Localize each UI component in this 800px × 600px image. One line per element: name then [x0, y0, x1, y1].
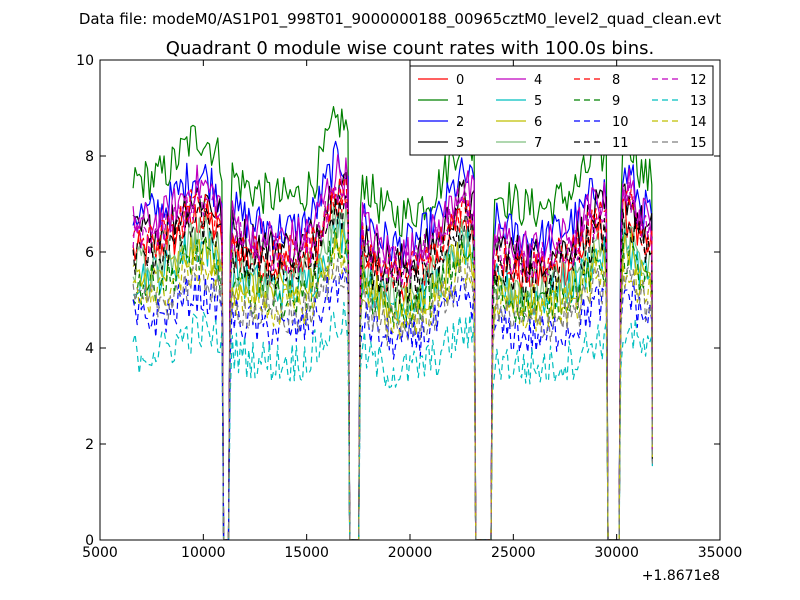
x-axis-offset-label: +1.8671e8 — [642, 568, 720, 584]
plot-lines — [132, 106, 653, 540]
x-tick-label: 25000 — [491, 545, 536, 561]
legend-label-10: 10 — [612, 115, 629, 130]
x-tick-label: 20000 — [388, 545, 433, 561]
series-line-9 — [132, 227, 653, 540]
y-tick-label: 0 — [85, 533, 94, 549]
series-line-11 — [132, 195, 653, 540]
legend-label-8: 8 — [612, 73, 620, 88]
y-tick-label: 8 — [85, 149, 94, 165]
x-tick-label: 30000 — [594, 545, 639, 561]
axis-ticks: 5000 10000 15000 20000 25000 30000 35000 0 2 4 6 8 1… — [76, 53, 742, 561]
series-line-2 — [132, 140, 653, 540]
x-tick-label: 10000 — [181, 545, 226, 561]
legend-label-13: 13 — [690, 94, 707, 109]
legend-label-15: 15 — [690, 136, 707, 151]
legend-label-1: 1 — [456, 94, 464, 109]
legend-label-14: 14 — [690, 115, 707, 130]
y-tick-label: 4 — [85, 341, 94, 357]
y-tick-label: 2 — [85, 437, 94, 453]
legend-label-7: 7 — [534, 136, 542, 151]
x-tick-label: 5000 — [82, 545, 118, 561]
series-line-15 — [132, 254, 653, 540]
legend-box — [409, 65, 714, 156]
legend-label-6: 6 — [534, 115, 542, 130]
chart-title: Quadrant 0 module wise count rates with … — [166, 38, 655, 59]
series-line-10 — [132, 267, 653, 540]
series-line-0 — [132, 188, 653, 540]
legend-label-5: 5 — [534, 94, 542, 109]
legend-label-3: 3 — [456, 136, 464, 151]
figure-suptitle: Data file: modeM0/AS1P01_998T01_90000001… — [79, 10, 721, 29]
series-line-13 — [132, 301, 653, 540]
series-line-14 — [132, 238, 653, 540]
series-line-12 — [132, 180, 653, 540]
legend-label-11: 11 — [612, 136, 629, 151]
legend-label-12: 12 — [690, 73, 707, 88]
y-tick-label: 6 — [85, 245, 94, 261]
legend-label-4: 4 — [534, 73, 542, 88]
legend-label-9: 9 — [612, 94, 620, 109]
x-tick-label: 15000 — [284, 545, 329, 561]
series-line-8 — [132, 176, 653, 540]
series-line-1 — [132, 106, 653, 540]
x-tick-label: 35000 — [698, 545, 743, 561]
legend-label-2: 2 — [456, 115, 464, 130]
y-tick-label: 10 — [76, 53, 94, 69]
legend-label-0: 0 — [456, 73, 464, 88]
